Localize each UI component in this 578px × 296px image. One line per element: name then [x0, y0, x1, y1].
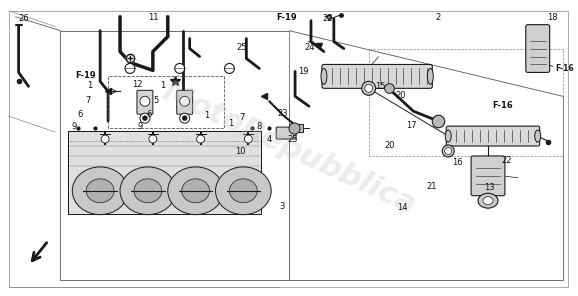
Ellipse shape [365, 84, 373, 92]
Text: 19: 19 [298, 67, 309, 76]
Text: 20: 20 [395, 91, 405, 99]
Text: 1: 1 [87, 81, 92, 90]
Text: 2: 2 [435, 12, 440, 22]
Ellipse shape [229, 179, 257, 203]
Text: 1: 1 [204, 111, 209, 120]
Ellipse shape [362, 81, 376, 95]
Circle shape [140, 113, 150, 123]
Text: 25: 25 [237, 44, 247, 52]
Text: 22: 22 [322, 14, 332, 23]
FancyBboxPatch shape [526, 25, 550, 73]
Ellipse shape [120, 167, 176, 215]
Text: MotoRepubblica: MotoRepubblica [158, 76, 421, 220]
Text: 11: 11 [148, 12, 158, 22]
Ellipse shape [483, 197, 493, 205]
Circle shape [224, 63, 235, 73]
Circle shape [149, 135, 157, 143]
Circle shape [197, 135, 205, 143]
Text: 9: 9 [72, 122, 77, 131]
Text: 6: 6 [146, 110, 151, 119]
Ellipse shape [86, 179, 114, 203]
Text: 24: 24 [305, 44, 315, 52]
Text: 18: 18 [547, 12, 558, 22]
Ellipse shape [535, 130, 540, 142]
FancyBboxPatch shape [471, 156, 505, 196]
Ellipse shape [72, 167, 128, 215]
Circle shape [180, 96, 190, 106]
Circle shape [180, 113, 190, 123]
Text: 1: 1 [160, 81, 165, 90]
Text: 20: 20 [384, 141, 395, 150]
Text: 4: 4 [267, 135, 272, 144]
Text: 6: 6 [77, 110, 83, 119]
Text: 25: 25 [287, 135, 298, 144]
Text: 17: 17 [406, 120, 416, 130]
Circle shape [182, 116, 187, 121]
Ellipse shape [321, 68, 327, 84]
Text: 7: 7 [86, 96, 91, 105]
Ellipse shape [216, 167, 271, 215]
FancyBboxPatch shape [276, 127, 296, 139]
Circle shape [142, 116, 147, 121]
FancyBboxPatch shape [322, 65, 432, 88]
FancyBboxPatch shape [137, 90, 153, 114]
Text: 7: 7 [239, 113, 245, 123]
Text: 1: 1 [228, 119, 234, 128]
Ellipse shape [442, 145, 454, 157]
Text: 15: 15 [375, 82, 386, 91]
Text: 8: 8 [257, 122, 262, 131]
Text: F-19: F-19 [277, 12, 297, 22]
Text: 12: 12 [132, 80, 143, 89]
Text: F-16: F-16 [555, 64, 575, 73]
Ellipse shape [478, 193, 498, 208]
Circle shape [125, 63, 135, 73]
Circle shape [101, 135, 109, 143]
FancyBboxPatch shape [446, 126, 540, 146]
Text: 9: 9 [138, 122, 143, 131]
Text: 5: 5 [153, 96, 158, 105]
Text: 23: 23 [277, 109, 288, 118]
Text: 16: 16 [453, 158, 463, 167]
Text: 22: 22 [501, 156, 512, 165]
FancyBboxPatch shape [177, 90, 192, 114]
Ellipse shape [134, 179, 162, 203]
Ellipse shape [427, 68, 434, 84]
Circle shape [244, 135, 253, 143]
Ellipse shape [444, 147, 452, 155]
Text: F-16: F-16 [492, 101, 513, 110]
Text: 21: 21 [427, 182, 437, 191]
Polygon shape [68, 131, 261, 214]
Text: 10: 10 [235, 147, 246, 156]
Text: 14: 14 [397, 203, 407, 212]
Ellipse shape [181, 179, 210, 203]
Text: 13: 13 [484, 183, 495, 192]
Text: 26: 26 [18, 14, 29, 23]
Ellipse shape [168, 167, 224, 215]
Text: 3: 3 [280, 202, 285, 211]
Ellipse shape [445, 130, 451, 142]
Text: F-19: F-19 [76, 71, 96, 81]
Circle shape [140, 96, 150, 106]
Circle shape [175, 63, 185, 73]
